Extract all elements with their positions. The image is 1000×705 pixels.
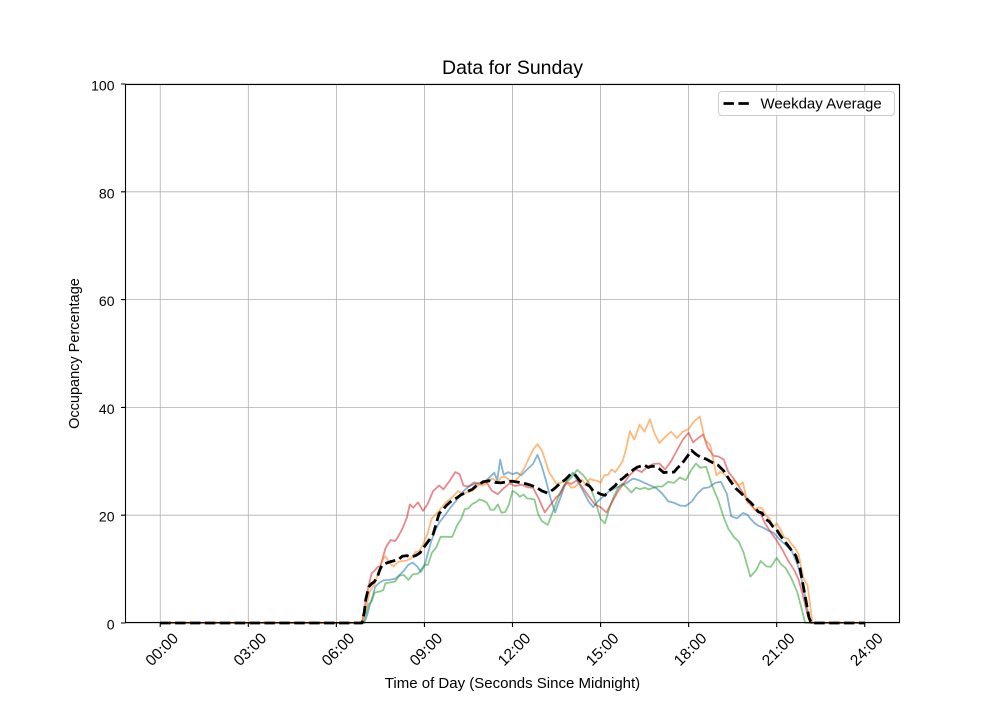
svg-text:80: 80 bbox=[99, 185, 115, 201]
svg-text:Data for Sunday: Data for Sunday bbox=[442, 57, 583, 79]
svg-text:100: 100 bbox=[91, 78, 115, 94]
svg-text:0: 0 bbox=[107, 617, 115, 633]
svg-text:40: 40 bbox=[99, 401, 115, 417]
svg-text:Occupancy Percentage: Occupancy Percentage bbox=[67, 278, 83, 429]
svg-text:20: 20 bbox=[99, 509, 115, 525]
svg-text:60: 60 bbox=[99, 293, 115, 309]
svg-text:Weekday Average: Weekday Average bbox=[761, 96, 882, 113]
svg-text:Time of Day (Seconds Since Mid: Time of Day (Seconds Since Midnight) bbox=[385, 675, 640, 692]
